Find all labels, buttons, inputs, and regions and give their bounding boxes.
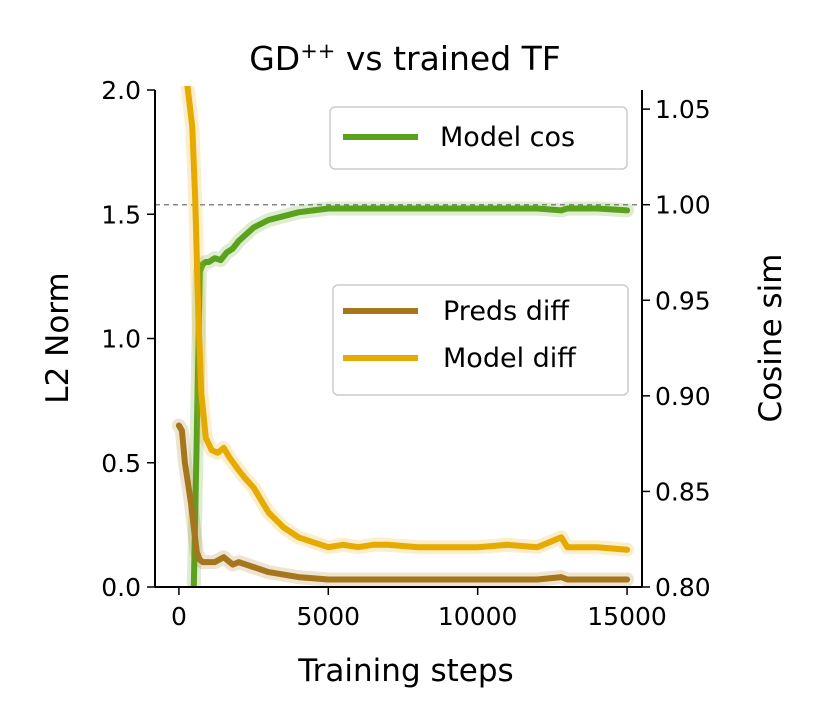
y-tick-label-left: 0.5 (101, 449, 141, 478)
series-line-model-cos (190, 205, 631, 587)
y-tick-label-right: 0.95 (655, 286, 711, 315)
legend-cos-frame (329, 106, 628, 170)
x-tick-label: 0 (171, 602, 187, 631)
y-tick-label-left: 1.0 (101, 325, 141, 354)
y-tick-label-left: 1.5 (101, 200, 141, 229)
plot-area (155, 86, 642, 587)
y-tick-label-right: 0.90 (655, 382, 711, 411)
x-axis-label: Training steps (297, 653, 513, 689)
legend-preds-label: Preds diff (443, 296, 570, 327)
y-tick-label-right: 1.00 (655, 191, 711, 220)
y-axis-label-left: L2 Norm (40, 272, 76, 403)
y-tick-label-right: 0.85 (655, 477, 711, 506)
y-tick-label-left: 2.0 (101, 76, 141, 105)
x-tick-label: 10000 (438, 602, 518, 631)
x-tick-label: 5000 (296, 602, 360, 631)
y-axis-label-right: Cosine sim (753, 254, 789, 423)
axis-ticks: 0 5000 10000 15000 0.0 0.5 1.0 1.5 2.0 0.80 0.85 0.… (101, 76, 710, 631)
series-line-model-diff (184, 86, 631, 553)
y-tick-label-right: 1.05 (655, 95, 711, 124)
y-tick-label-left: 0.0 (101, 573, 141, 602)
plot-marks (155, 86, 642, 587)
legend-cos: Model cos (329, 106, 628, 170)
x-tick-label: 15000 (587, 602, 667, 631)
series-band-preds-diff (171, 418, 635, 587)
legend-cos-label: Model cos (440, 122, 575, 153)
chart-title: GD++ vs trained TF (249, 39, 561, 78)
y-tick-label-right: 0.80 (655, 573, 711, 602)
series-line-preds-diff (175, 422, 631, 583)
legend-model-diff-label: Model diff (443, 343, 577, 374)
legend-diff: Preds diff Model diff (332, 284, 629, 396)
